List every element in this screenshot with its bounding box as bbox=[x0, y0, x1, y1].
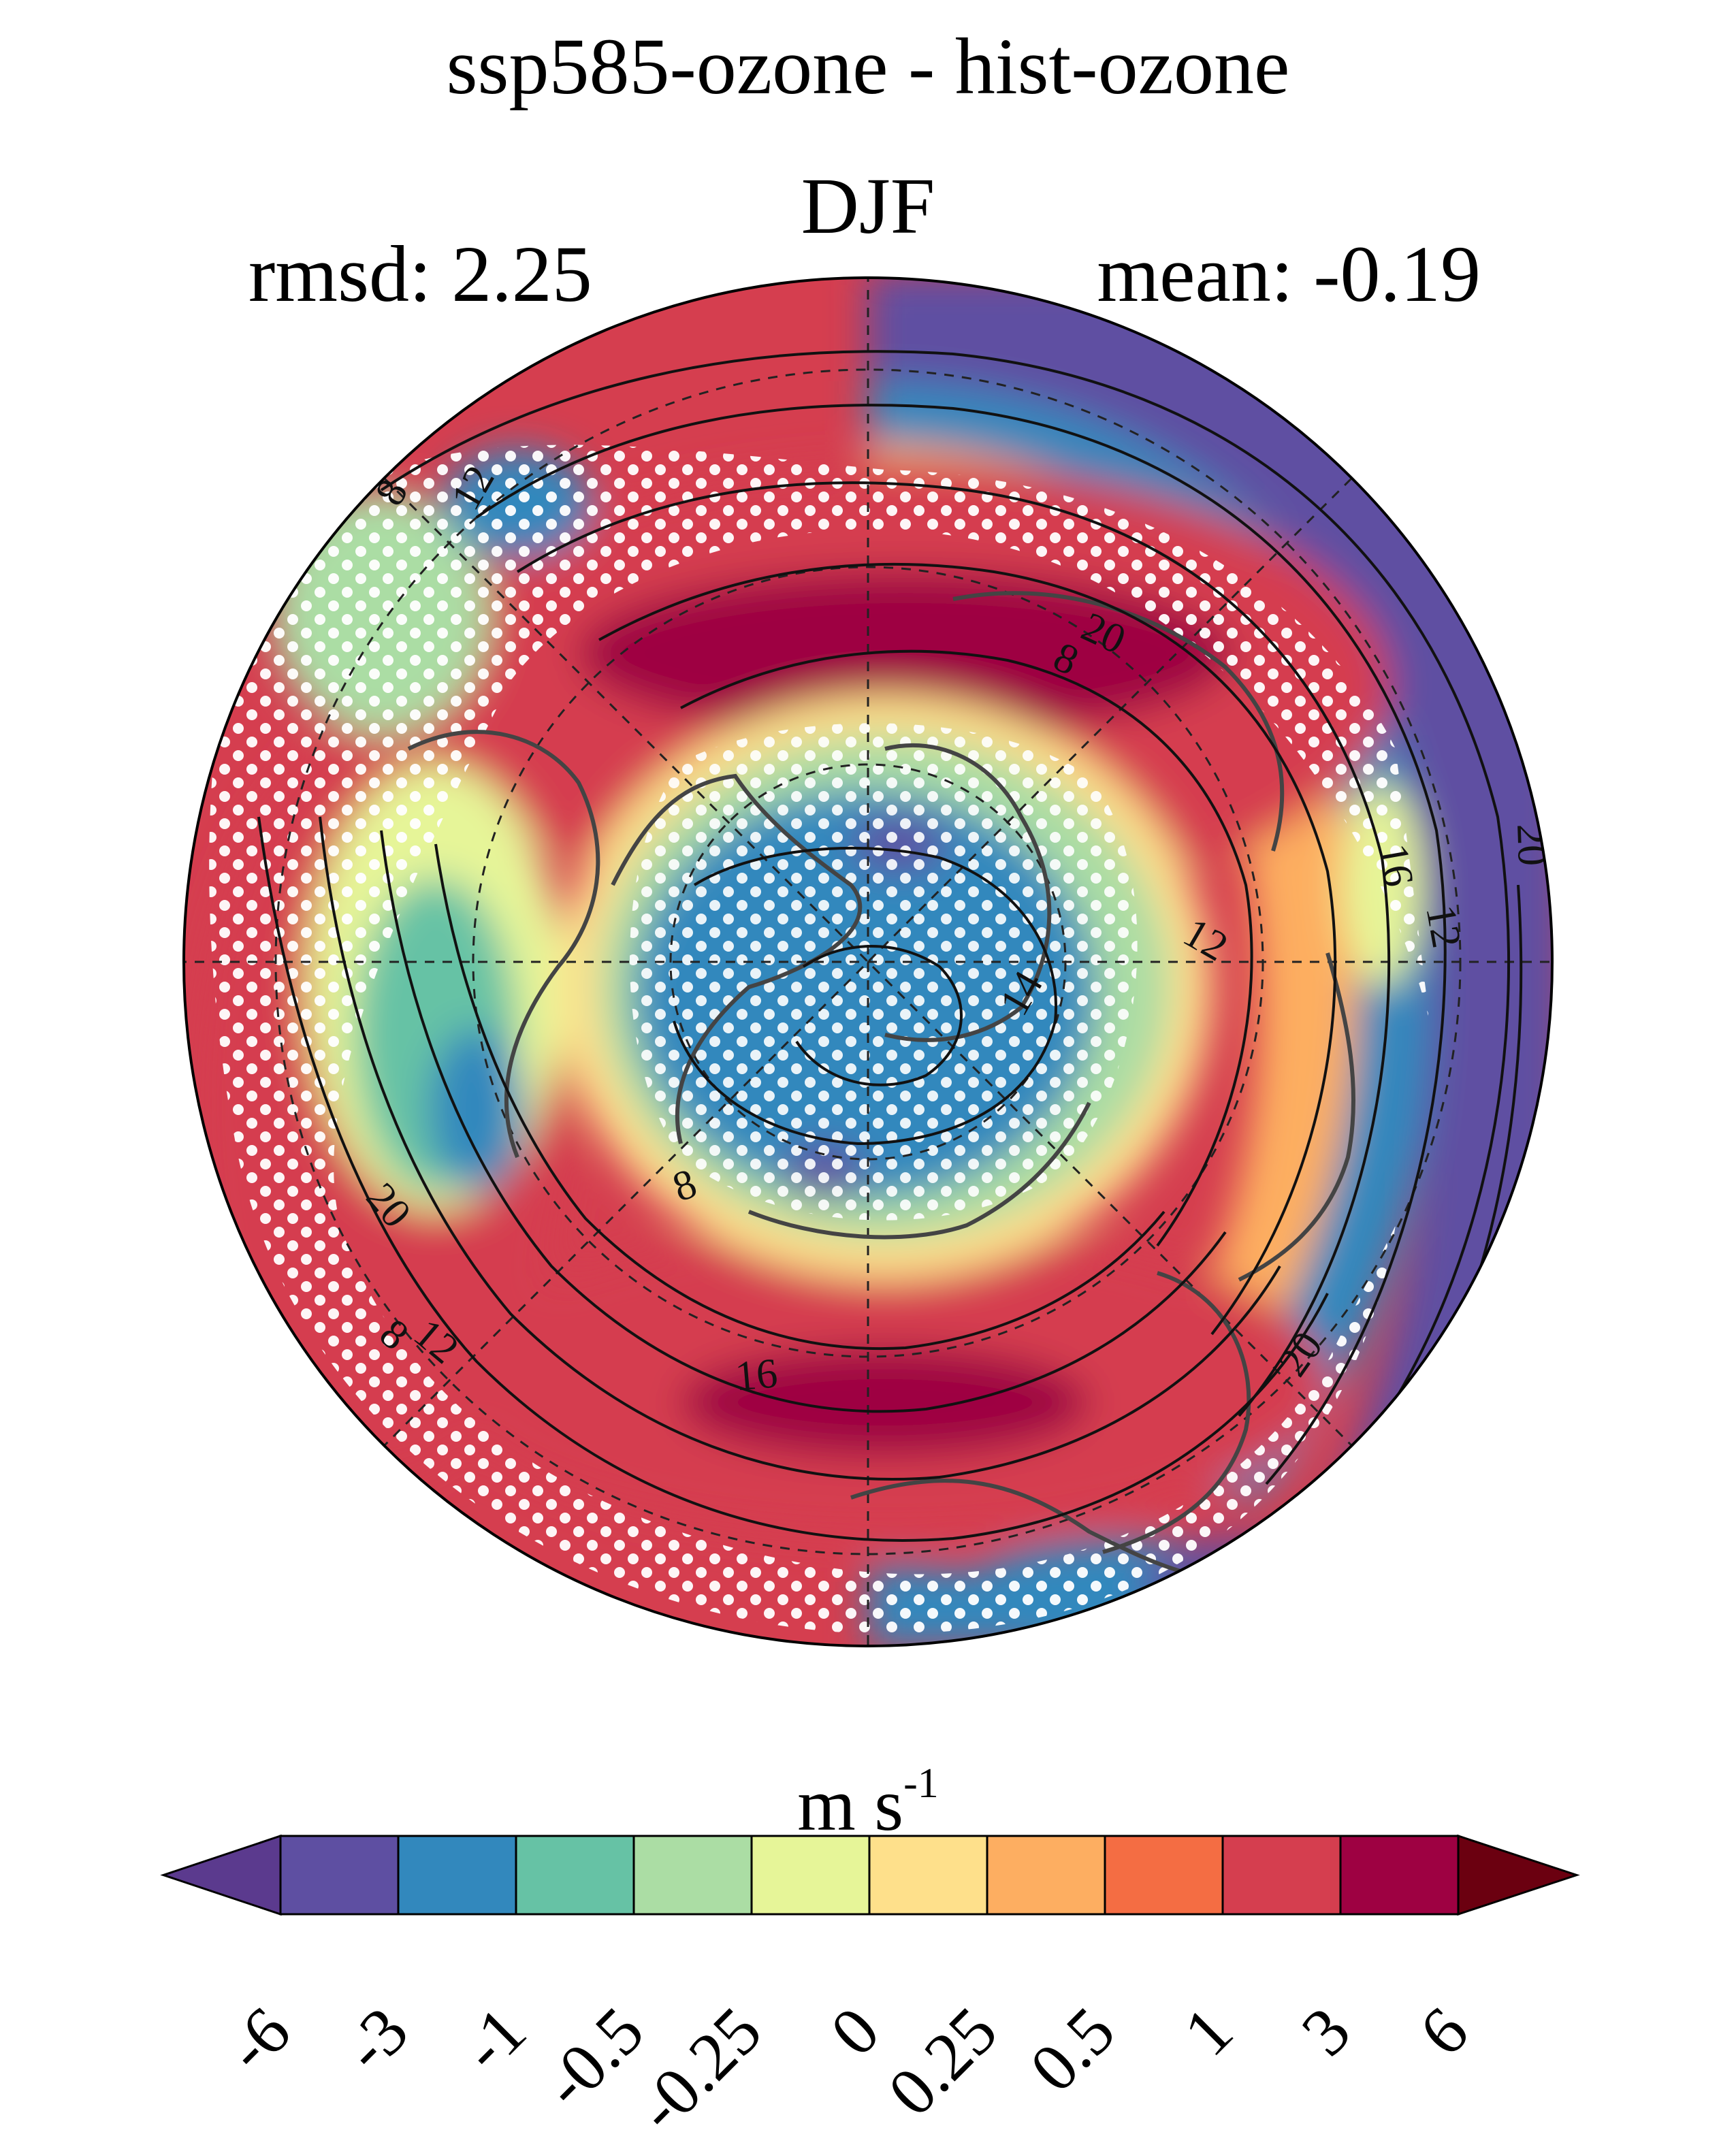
contours bbox=[257, 350, 1523, 1646]
colorbar-tick-label: -1 bbox=[447, 1992, 540, 2086]
contour-label: 12 bbox=[1417, 902, 1470, 952]
colorbar-tick-label: 1 bbox=[1170, 1992, 1247, 2070]
colorbar-tick-label: 0.5 bbox=[1016, 1992, 1129, 2106]
colorbar-swatch bbox=[986, 1835, 1106, 1916]
units-base: m s bbox=[797, 1763, 904, 1846]
colorbar-swatch bbox=[1339, 1835, 1460, 1916]
field-lower-core bbox=[681, 1348, 1089, 1457]
season-label: DJF bbox=[801, 161, 935, 251]
units-label: m s-1 bbox=[0, 1760, 1736, 1848]
rmsd-label: rmsd: 2.25 bbox=[248, 229, 592, 319]
colorbar-swatch bbox=[1221, 1835, 1342, 1916]
map-field: 8 12 20 8 16 12 20 14 12 8 20 8 12 16 20 bbox=[184, 278, 1556, 1646]
contour-label: 16 bbox=[733, 1350, 779, 1400]
contour-label: 20 bbox=[1508, 823, 1556, 867]
colorbar-tick-label: 3 bbox=[1287, 1992, 1365, 2070]
colorbar-swatch bbox=[397, 1835, 517, 1916]
colorbar-tick-label: 0 bbox=[816, 1992, 894, 2070]
contour-label: 16 bbox=[1369, 841, 1422, 890]
field-upper-core bbox=[579, 572, 1232, 735]
colorbar-swatch bbox=[868, 1835, 988, 1916]
stippling-outer bbox=[209, 445, 1430, 1634]
globe-outline bbox=[182, 276, 1554, 1647]
units-exponent: -1 bbox=[903, 1760, 939, 1807]
colorbar-tick-label: 6 bbox=[1405, 1992, 1483, 2070]
colorbar-tick-label: -0.25 bbox=[622, 1992, 776, 2130]
field-neg-east bbox=[868, 278, 1552, 1646]
colorbar-swatch bbox=[750, 1835, 871, 1916]
field-left-blue bbox=[429, 1028, 524, 1191]
mean-label: mean: -0.19 bbox=[1097, 229, 1481, 319]
colorbar-tick-label: -3 bbox=[329, 1992, 422, 2086]
colorbar: -6 -3 -1-0.5-0.25 00.25 0.5 1 3 6 bbox=[160, 1834, 1580, 2130]
colorbar-tick-label: 0.25 bbox=[873, 1992, 1011, 2130]
colorbar-swatch bbox=[1104, 1835, 1224, 1916]
plot-title: ssp585-ozone - hist-ozone bbox=[446, 22, 1290, 111]
colorbar-tick-label: -6 bbox=[211, 1992, 304, 2086]
